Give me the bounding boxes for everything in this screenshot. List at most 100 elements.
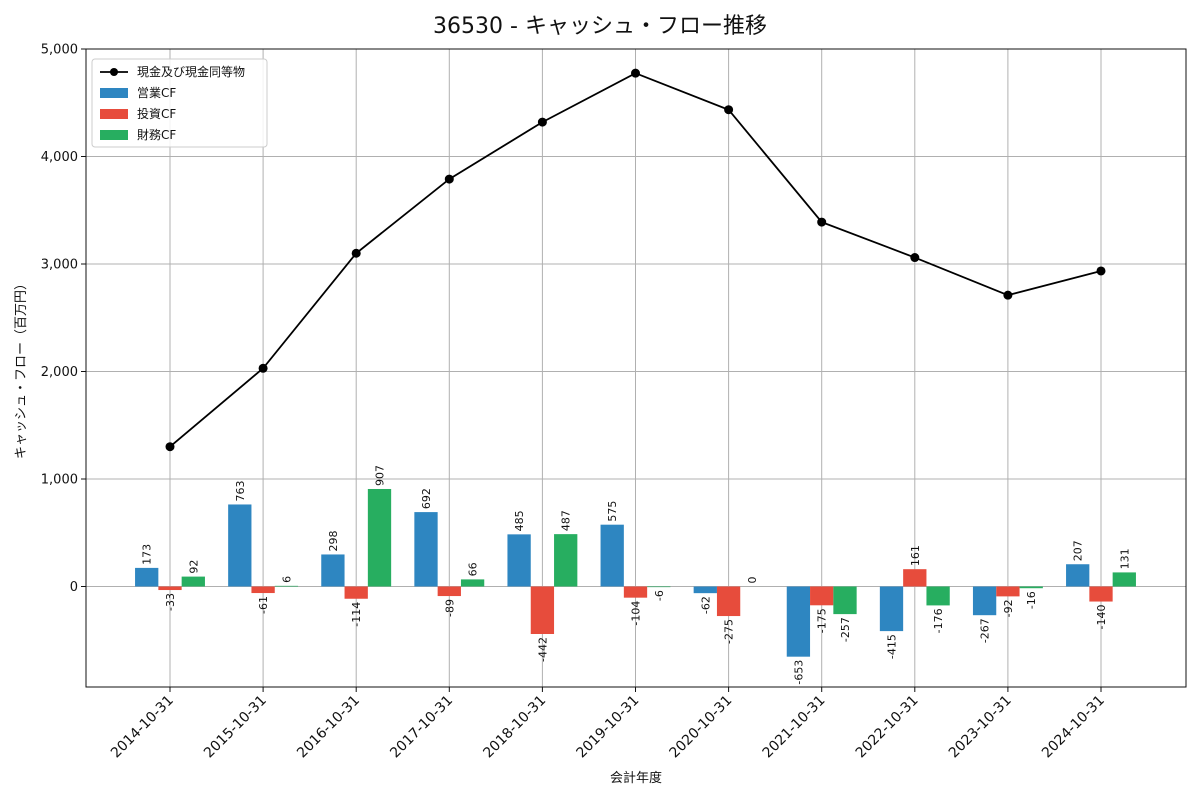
bar-value-label: -267 xyxy=(979,618,992,643)
bar-value-label: 298 xyxy=(327,530,340,551)
bar-財務CF xyxy=(647,586,671,588)
legend-label: 財務CF xyxy=(137,127,176,142)
bar-営業CF xyxy=(600,524,624,587)
bar-value-label: 173 xyxy=(141,544,154,565)
bar-value-label: -89 xyxy=(443,599,456,617)
bar-財務CF xyxy=(274,585,299,587)
cash-point xyxy=(165,442,175,452)
bar-value-label: -61 xyxy=(257,596,270,614)
x-tick-label: 2020-10-31 xyxy=(667,693,736,762)
bar-value-label: -176 xyxy=(932,608,945,633)
bar-投資CF xyxy=(623,586,648,598)
legend-line-marker xyxy=(110,68,118,76)
y-tick-label: 5,000 xyxy=(41,43,78,58)
bar-value-label: -653 xyxy=(792,660,805,685)
bar-value-label: 692 xyxy=(420,488,433,509)
legend-swatch xyxy=(100,88,128,98)
bar-財務CF xyxy=(1112,572,1136,587)
bar-value-label: 66 xyxy=(467,562,480,576)
bar-財務CF xyxy=(554,534,578,587)
x-axis: 2014-10-31 2015-10-31 2016-10-31 2017-10-31… xyxy=(108,687,1108,761)
bar-営業CF xyxy=(135,567,159,587)
bar-value-label: -175 xyxy=(816,608,829,633)
bar-投資CF xyxy=(716,586,741,617)
bar-value-label: 487 xyxy=(560,510,573,531)
bar-投資CF xyxy=(344,586,368,599)
legend-swatch xyxy=(100,130,128,140)
bar-value-label: 92 xyxy=(187,560,200,574)
x-tick-label: 2021-10-31 xyxy=(760,693,829,762)
bar-value-label: -257 xyxy=(839,617,852,642)
bar-value-label: -16 xyxy=(1025,591,1038,609)
bar-営業CF xyxy=(786,586,811,657)
legend-label: 営業CF xyxy=(137,86,176,100)
y-tick-label: 1,000 xyxy=(41,472,78,487)
cash-point xyxy=(817,217,827,227)
bar-営業CF xyxy=(1066,564,1090,587)
x-tick-label: 2017-10-31 xyxy=(387,693,456,762)
bar-value-label: 907 xyxy=(374,465,387,486)
x-tick-label: 2023-10-31 xyxy=(946,693,1015,762)
bar-value-label: 575 xyxy=(606,501,619,522)
cash-point xyxy=(724,105,734,115)
bar-value-label: -6 xyxy=(653,590,666,601)
bar-value-label: 0 xyxy=(746,576,759,583)
x-tick-label: 2015-10-31 xyxy=(201,693,270,762)
bar-投資CF xyxy=(1089,586,1113,602)
x-tick-label: 2016-10-31 xyxy=(294,693,363,762)
cash-point xyxy=(537,117,547,127)
bar-投資CF xyxy=(251,586,275,594)
line-layer xyxy=(165,68,1106,452)
bars-layer xyxy=(135,488,1136,657)
bar-value-label: -415 xyxy=(886,634,899,659)
bar-投資CF xyxy=(437,586,461,597)
legend-label: 現金及び現金同等物 xyxy=(137,64,245,79)
bar-value-label: -92 xyxy=(1002,599,1015,617)
bar-value-label: 161 xyxy=(909,545,922,566)
y-tick-label: 3,000 xyxy=(41,257,78,272)
bar-value-label: -62 xyxy=(699,596,712,614)
x-tick-label: 2022-10-31 xyxy=(853,693,922,762)
cash-point xyxy=(444,174,454,184)
bar-営業CF xyxy=(321,554,345,587)
x-axis-title: 会計年度 xyxy=(610,770,662,786)
bar-value-label: -442 xyxy=(536,637,549,662)
bar-財務CF xyxy=(460,579,485,587)
cash-point xyxy=(631,68,640,78)
bar-value-label: 763 xyxy=(234,480,247,501)
bar-value-label: 6 xyxy=(280,576,293,583)
bar-投資CF xyxy=(996,586,1020,597)
legend-box xyxy=(91,58,268,148)
bar-営業CF xyxy=(879,586,904,632)
bar-財務CF xyxy=(1019,586,1043,589)
bar-投資CF xyxy=(530,586,555,635)
x-tick-label: 2019-10-31 xyxy=(573,693,642,762)
y-axis: 0 1,000 2,000 3,000 4,000 5,000 xyxy=(41,43,86,595)
bar-営業CF xyxy=(972,586,997,616)
y-tick-label: 2,000 xyxy=(41,365,78,380)
bar-value-label: -114 xyxy=(350,602,363,627)
bar-財務CF xyxy=(367,488,392,587)
x-tick-label: 2018-10-31 xyxy=(480,693,549,762)
legend-swatch xyxy=(100,109,128,119)
cash-point xyxy=(910,253,920,263)
bar-投資CF xyxy=(158,586,182,591)
bar-value-label: -275 xyxy=(723,619,736,644)
bar-財務CF xyxy=(926,586,950,606)
bar-value-label: -104 xyxy=(630,601,643,626)
y-axis-title: キャッシュ・フロー（百万円） xyxy=(14,277,29,459)
x-tick-label: 2024-10-31 xyxy=(1039,693,1108,762)
bar-value-label: -33 xyxy=(164,593,177,611)
bar-営業CF xyxy=(693,586,717,594)
bar-財務CF xyxy=(181,576,205,587)
y-tick-label: 0 xyxy=(70,580,78,595)
bar-投資CF xyxy=(903,569,927,587)
chart-title: 36530 - キャッシュ・フロー推移 xyxy=(433,14,767,39)
bar-value-label: -140 xyxy=(1095,605,1108,630)
y-tick-label: 4,000 xyxy=(41,150,78,165)
bar-value-label: 207 xyxy=(1072,540,1085,561)
cash-point xyxy=(1003,290,1013,300)
